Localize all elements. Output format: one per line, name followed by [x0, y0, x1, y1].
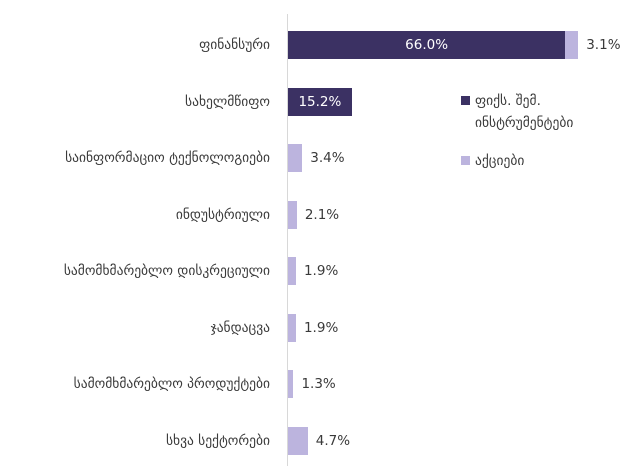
category-label: სამომხმარებლო პროდუქტები [73, 376, 270, 392]
bar [288, 257, 296, 285]
value-label: 1.9% [303, 319, 339, 336]
value-label: 2.1% [304, 206, 340, 223]
category-label: ფინანსური [199, 37, 270, 53]
value-label: 3.1% [586, 37, 621, 53]
bar [288, 31, 566, 59]
value-label: 3.4% [310, 150, 345, 166]
legend-swatch [461, 156, 470, 165]
bar [288, 313, 296, 342]
bar [288, 200, 297, 229]
bar [288, 144, 303, 172]
bar [565, 31, 579, 59]
category-label: სხვა სექტორები [165, 432, 270, 449]
value-label: 66.0% [405, 37, 449, 53]
bar [288, 87, 352, 116]
value-label: 1.9% [303, 263, 339, 279]
category-label: ინდუსტრიული [175, 206, 270, 223]
category-label: სახელმწიფო [185, 93, 270, 110]
category-label: საინფორმაციო ტექნოლოგიები [65, 150, 270, 166]
category-label: ჯანდაცვა [210, 319, 270, 336]
legend-label: ფიქს. შემ. ინსტრუმენტები [475, 93, 574, 131]
value-label: 1.3% [301, 376, 336, 392]
category-label: სამომხმარებლო დისკრეციული [63, 263, 270, 279]
value-label: 15.2% [298, 93, 342, 110]
value-label: 4.7% [315, 432, 351, 449]
legend-label: აქციები [475, 153, 525, 169]
bar [288, 426, 308, 455]
bar [288, 370, 294, 398]
axis-line [287, 14, 288, 466]
legend-swatch [461, 96, 470, 105]
